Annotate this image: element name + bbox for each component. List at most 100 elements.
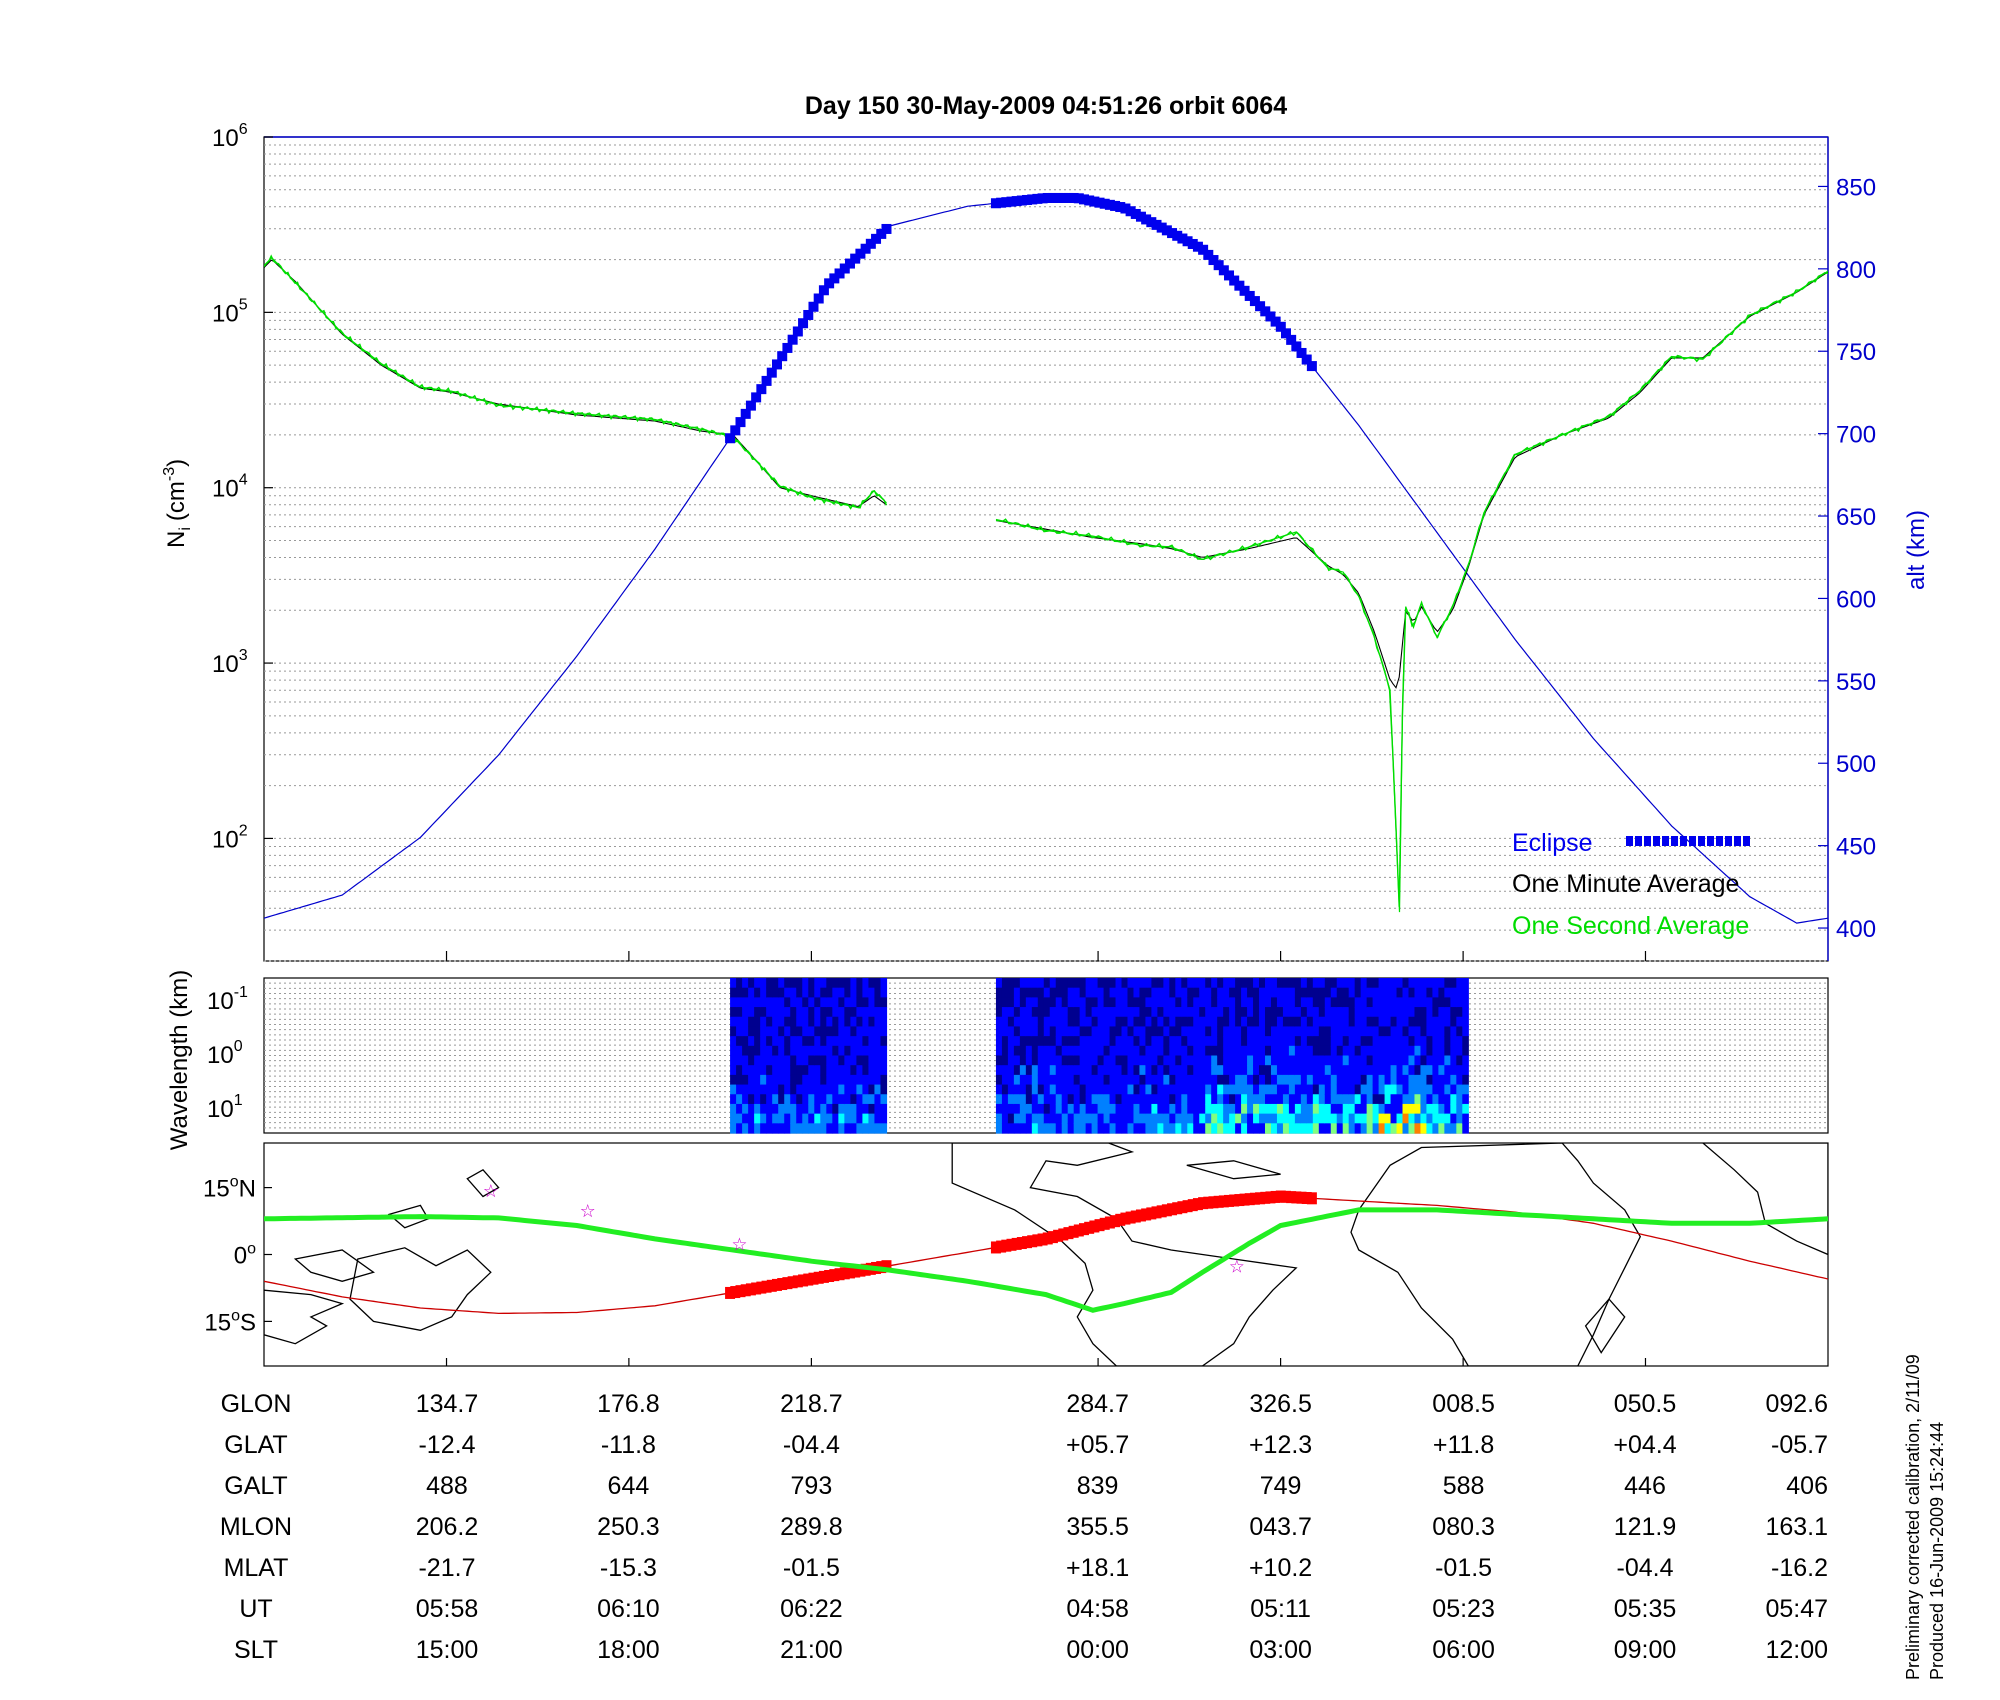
spectrogram-cell [1079,1026,1087,1037]
calibration-note: Preliminary corrected calibration, 2/11/… [1903,1354,1923,1680]
spectrogram-cell [742,1036,749,1047]
spectrogram-cell [772,1113,779,1124]
spectrogram-cell [856,1113,864,1124]
spectrogram-cell [1300,1036,1308,1047]
table-cell: 03:00 [1249,1636,1312,1664]
table-cell: +11.8 [1433,1431,1494,1459]
spectrogram-cell [1414,1036,1422,1047]
spectrogram-cell [1193,978,1200,989]
spectrogram-cell [1133,1026,1141,1037]
spectrogram-cell [844,1103,851,1115]
table-cell: 06:00 [1432,1636,1495,1664]
spectrogram-cell [1109,1074,1117,1086]
spectrogram-cell [760,1123,767,1134]
spectrogram-cell [1330,1113,1338,1124]
spectrogram-cell [1354,1036,1362,1047]
spectrogram-cell [1049,1113,1057,1124]
eclipse-marker [1156,222,1167,233]
spectrogram-cell [844,1084,851,1095]
spectrogram-cell [832,1113,839,1124]
spectrogram-cell [1408,1113,1416,1124]
spectrogram-cell [754,1074,761,1086]
spectrogram-cell [1324,997,1332,1008]
spectrogram-cell [808,1007,815,1018]
spectrogram-cell [1145,1026,1152,1037]
spectrogram-ytick-label: 10-1 [207,984,248,1015]
spectrogram-cell [820,1103,827,1115]
spectrogram-cell [1306,1113,1314,1124]
spectrogram-cell [1133,1045,1141,1057]
spectrogram-cell [1294,1055,1302,1066]
eclipse-marker [1042,192,1053,203]
eclipse-track-marker [1291,1191,1302,1204]
spectrogram-cell [1169,1036,1176,1047]
spectrogram-cell [1456,1084,1463,1095]
spectrogram-cell [1013,1123,1021,1134]
spectrogram-cell [1402,1016,1410,1028]
spectrogram-cell [1079,1094,1087,1105]
spectrogram-cell [742,1055,749,1066]
spectrogram-cell [1462,1007,1469,1018]
spectrogram-cell [1247,1065,1254,1076]
spectrogram-cell [1276,978,1284,989]
map-ytick-label: 0o [234,1241,256,1270]
spectrogram-cell [1312,1065,1320,1076]
spectrogram-cell [1217,1045,1224,1057]
spectrogram-cell [1312,1094,1320,1105]
spectrogram-cell [850,978,857,989]
spectrogram-cell [856,1065,864,1076]
spectrogram-cell [1354,987,1362,998]
spectrogram-cell [1019,978,1027,989]
spectrogram-cell [1456,987,1463,998]
spectrogram-cell [1462,978,1469,989]
spectrogram-cell [1025,1055,1033,1066]
spectrogram-cell [1109,1123,1117,1134]
spectrogram-cell [1426,1113,1434,1124]
spectrogram-cell [1318,978,1326,989]
spectrogram-cell [838,1055,845,1066]
spectrogram-cell [1253,1113,1260,1124]
spectrogram-cell [778,1055,785,1066]
spectrogram-cell [1390,1123,1398,1134]
spectrogram-cell [1031,1016,1039,1028]
spectrogram-cell [826,1103,833,1115]
spectrogram-cell [1217,1007,1224,1018]
right-ytick-label: 400 [1836,916,1876,943]
spectrogram-cell [880,1016,888,1028]
spectrogram-cell [1318,1094,1326,1105]
spectrogram-cell [1390,1113,1398,1124]
spectrogram-cell [1336,1084,1344,1095]
spectrogram-cell [754,1113,761,1124]
spectrogram-cell [1091,1084,1099,1095]
spectrogram-cell [1037,1094,1045,1105]
eclipse-track-marker [1068,1225,1079,1238]
spectrogram-cell [1217,997,1224,1008]
spectrogram-cell [1265,1084,1272,1095]
eclipse-track-marker [1249,1192,1260,1205]
spectrogram-cell [1432,1103,1439,1115]
spectrogram-cell [790,1094,797,1105]
spectrogram-cell [1456,1113,1463,1124]
spectrogram-cell [1001,1123,1009,1134]
table-cell: 12:00 [1765,1636,1828,1664]
spectrogram-cell [862,1094,870,1105]
spectrogram-cell [1390,1007,1398,1018]
spectrogram-cell [1229,1123,1236,1134]
spectrogram-cell [1205,1103,1212,1115]
spectrogram-cell [1312,1045,1320,1057]
spectrogram-cell [850,1026,857,1037]
spectrogram-cell [1223,1065,1230,1076]
spectrogram-cell [1049,997,1057,1008]
spectrogram-cell [1432,1084,1439,1095]
spectrogram-cell [1270,1084,1278,1095]
spectrogram-cell [1330,1065,1338,1076]
spectrogram-cell [1187,997,1194,1008]
spectrogram-cell [1205,1055,1212,1066]
spectrogram-cell [856,1016,864,1028]
spectrogram-cell [1043,1026,1051,1037]
spectrogram-cell [1270,1016,1278,1028]
eclipse-marker [787,334,798,345]
spectrogram-cell [1265,997,1272,1008]
spectrogram-cell [874,1123,882,1134]
spectrogram-cell [1049,987,1057,998]
